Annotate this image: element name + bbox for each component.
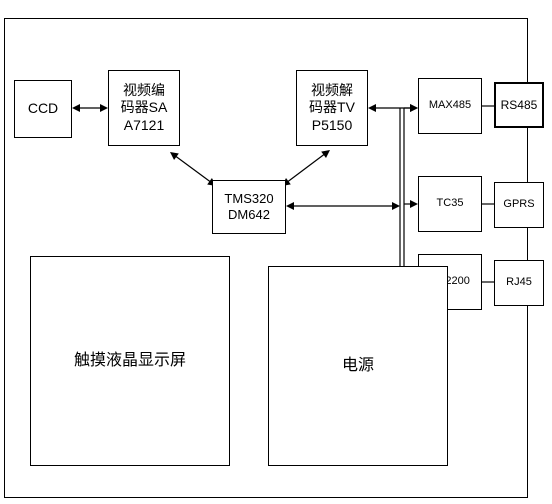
block-max485: MAX485 xyxy=(418,78,482,134)
block-rj45: RJ45 xyxy=(494,260,544,306)
block-encoder: 视频编 码器SA A7121 xyxy=(108,70,180,146)
block-rs485: RS485 xyxy=(494,82,544,128)
diagram-stage: CCD 视频编 码器SA A7121 视频解 码器TV P5150 TMS320… xyxy=(0,0,552,504)
block-ccd: CCD xyxy=(14,80,72,138)
block-dsp: TMS320 DM642 xyxy=(212,180,286,234)
block-tc35: TC35 xyxy=(418,176,482,232)
block-gprs: GPRS xyxy=(494,182,544,228)
block-touch: 触摸液晶显示屏 xyxy=(30,256,230,466)
block-power: 电源 xyxy=(268,266,448,466)
block-decoder: 视频解 码器TV P5150 xyxy=(296,70,368,146)
